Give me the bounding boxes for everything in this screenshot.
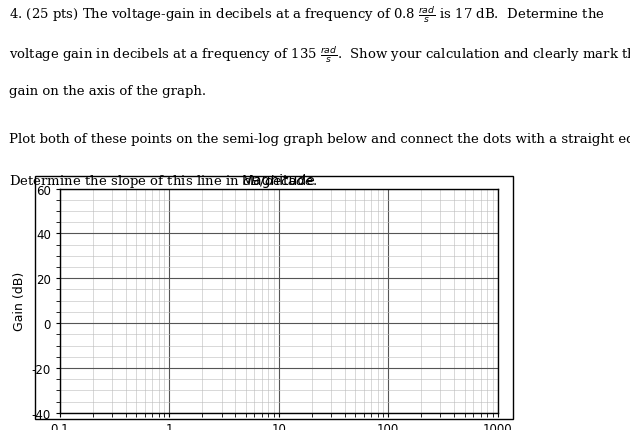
Text: gain on the axis of the graph.: gain on the axis of the graph. <box>9 85 207 98</box>
Text: Plot both of these points on the semi-log graph below and connect the dots with : Plot both of these points on the semi-lo… <box>9 132 630 145</box>
Title: Magnitude: Magnitude <box>242 174 316 188</box>
Y-axis label: Gain (dB): Gain (dB) <box>13 271 26 331</box>
Text: voltage gain in decibels at a frequency of 135 $\frac{rad}{s}$.  Show your calcu: voltage gain in decibels at a frequency … <box>9 45 630 65</box>
Text: 4. (25 pts) The voltage-gain in decibels at a frequency of 0.8 $\frac{rad}{s}$ i: 4. (25 pts) The voltage-gain in decibels… <box>9 6 605 25</box>
Text: Determine the slope of this line in $\mathit{dB/decade}$.: Determine the slope of this line in $\ma… <box>9 172 318 189</box>
